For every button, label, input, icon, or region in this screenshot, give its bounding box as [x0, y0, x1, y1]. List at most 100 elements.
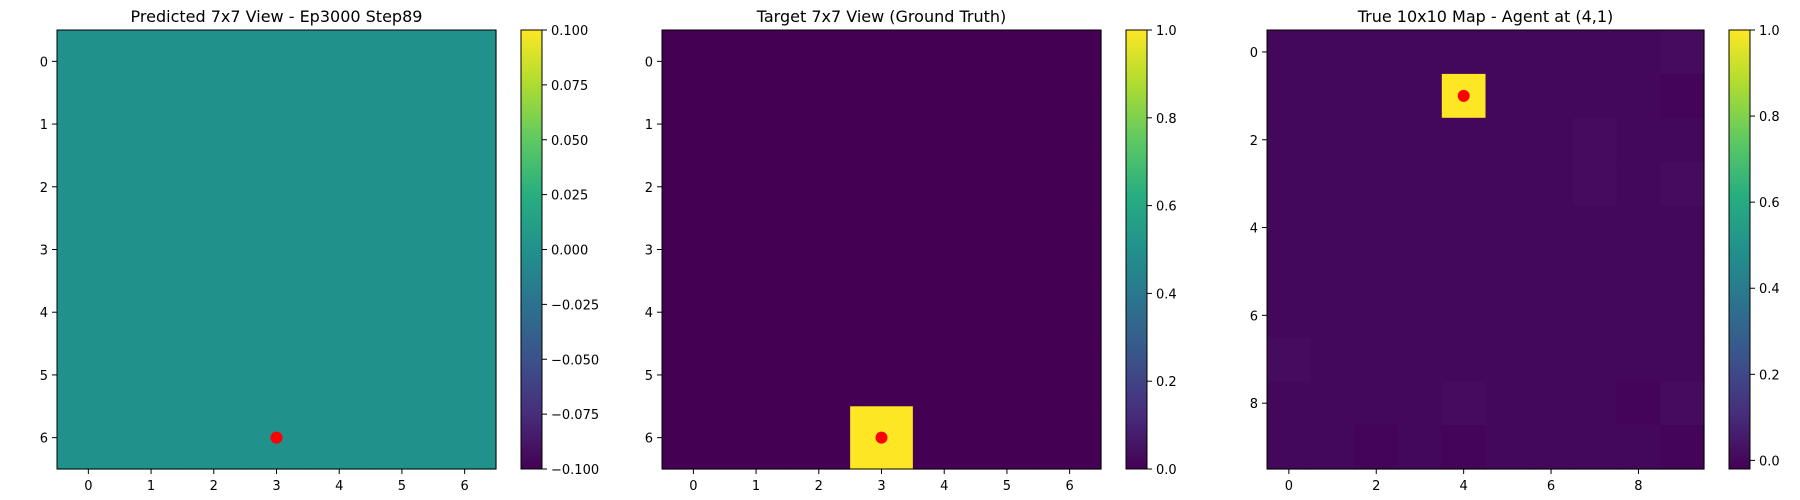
heatmap-cell: [1398, 30, 1443, 75]
heatmap-cell: [1616, 205, 1661, 251]
heatmap-cell: [307, 155, 372, 219]
x-tick-label: 3: [272, 479, 280, 494]
heatmap-cell: [1354, 30, 1399, 75]
heatmap-cell: [724, 30, 789, 94]
heatmap-cell: [1398, 381, 1443, 426]
heatmap-cell: [1398, 161, 1443, 207]
heatmap-cell: [912, 280, 977, 345]
heatmap-cell: [787, 218, 851, 282]
heatmap-cell: [1310, 30, 1355, 75]
colorbar: 1.0 0.8 0.6 0.4 0.2 0.0: [1125, 24, 1177, 478]
heatmap-cell: [182, 30, 246, 94]
heatmap-cell: [433, 155, 497, 219]
heatmap-cell: [912, 30, 977, 94]
colorbar-tick-label: −0.100: [551, 463, 599, 478]
heatmap-cell: [1441, 293, 1487, 338]
heatmap-cell: [724, 280, 789, 345]
x-tick-label: 6: [1066, 479, 1074, 494]
y-axis: 0 1 2 3 4 5 6: [40, 55, 57, 447]
heatmap-cell: [1485, 337, 1530, 382]
colorbar-tick-label: 0.100: [551, 24, 588, 39]
x-tick-label: 1: [147, 479, 155, 494]
heatmap-cell: [1267, 337, 1312, 382]
x-tick-label: 4: [1460, 479, 1468, 494]
colorbar-tick-label: 1.0: [1759, 24, 1780, 39]
heatmap-cell: [1354, 205, 1399, 251]
heatmap-cell: [787, 155, 851, 219]
y-tick-label: 4: [40, 306, 48, 321]
heatmap-cell: [433, 406, 497, 470]
heatmap-cell: [1485, 30, 1530, 75]
heatmap-cell: [1267, 205, 1312, 251]
heatmap-cell: [1038, 155, 1102, 219]
heatmap-cell: [1616, 249, 1661, 294]
heatmap-cell: [119, 155, 184, 219]
colorbar-tick-label: 0.0: [1156, 463, 1177, 478]
colorbar-gradient: [1125, 29, 1148, 470]
heatmap-cell: [662, 218, 726, 282]
heatmap-cell: [1529, 381, 1574, 426]
x-tick-label: 0: [689, 479, 697, 494]
heatmap-cell: [307, 218, 372, 282]
heatmap-cell: [1660, 337, 1705, 382]
heatmap-cell: [182, 218, 246, 282]
heatmap-cell: [1660, 293, 1705, 338]
heatmap-cell: [1267, 161, 1312, 207]
heatmap-cell: [1529, 73, 1574, 119]
y-tick-label: 2: [645, 181, 653, 196]
heatmap-cell: [975, 30, 1039, 94]
x-tick-label: 5: [1003, 479, 1011, 494]
colorbar-tick-label: 0.025: [551, 189, 588, 204]
chart-title: Predicted 7x7 View - Ep3000 Step89: [131, 7, 423, 26]
heatmap-cell: [1398, 249, 1443, 294]
colorbar-tick-label: −0.075: [551, 408, 599, 423]
heatmap-cell: [1572, 293, 1618, 338]
heatmap-cell: [1267, 425, 1312, 470]
colorbar-ticks: 1.0 0.8 0.6 0.4 0.2 0.0: [1147, 24, 1177, 478]
heatmap-cell: [245, 218, 309, 282]
colorbar-tick-label: −0.025: [551, 298, 599, 313]
heatmap-cell: [1267, 73, 1312, 119]
x-axis: 0 2 4 6 8: [1285, 469, 1643, 494]
heatmap-cell: [1529, 161, 1574, 207]
heatmap-cell: [850, 343, 914, 407]
y-tick-label: 2: [1250, 134, 1258, 149]
heatmap-cells: [1267, 30, 1705, 470]
heatmap-cell: [662, 406, 726, 470]
heatmap-cell: [57, 280, 121, 345]
heatmap-cell: [1310, 337, 1355, 382]
y-axis: 0 2 4 6 8: [1250, 46, 1267, 412]
colorbar-tick-label: 0.2: [1156, 375, 1177, 390]
heatmap-cell: [724, 343, 789, 407]
heatmap-cell: [182, 343, 246, 407]
chart-title: Target 7x7 View (Ground Truth): [756, 7, 1007, 26]
heatmap-cell: [1441, 425, 1487, 470]
heatmap-cell: [370, 30, 434, 94]
colorbar: 1.0 0.8 0.6 0.4 0.2 0.0: [1728, 24, 1780, 470]
colorbar-tick-label: 0.6: [1759, 196, 1780, 211]
heatmap-cell: [662, 155, 726, 219]
heatmap-cell: [1616, 425, 1661, 470]
heatmap-panel-true-map: True 10x10 Map - Agent at (4,1) 0 2 4 6 8 0 2…: [1250, 7, 1780, 494]
heatmap-cell: [1441, 117, 1487, 163]
y-tick-label: 0: [40, 55, 48, 70]
y-tick-label: 2: [40, 181, 48, 196]
heatmap-cell: [1616, 117, 1661, 163]
x-tick-label: 6: [461, 479, 469, 494]
x-tick-label: 0: [1285, 479, 1293, 494]
heatmap-cell: [1038, 406, 1102, 470]
heatmap-cell: [1038, 30, 1102, 94]
heatmap-cell: [1038, 343, 1102, 407]
heatmap-cell: [1310, 249, 1355, 294]
heatmap-cell: [1354, 249, 1399, 294]
heatmap-cell: [850, 155, 914, 219]
x-axis: 0 1 2 3 4 5 6: [84, 469, 469, 494]
x-tick-label: 0: [84, 479, 92, 494]
y-tick-label: 3: [645, 244, 653, 259]
colorbar-tick-label: 0.0: [1759, 454, 1780, 469]
heatmap-cell: [1267, 293, 1312, 338]
heatmap-cell: [370, 406, 434, 470]
heatmap-cell: [850, 280, 914, 345]
y-tick-label: 5: [645, 369, 653, 384]
heatmap-cell: [57, 343, 121, 407]
